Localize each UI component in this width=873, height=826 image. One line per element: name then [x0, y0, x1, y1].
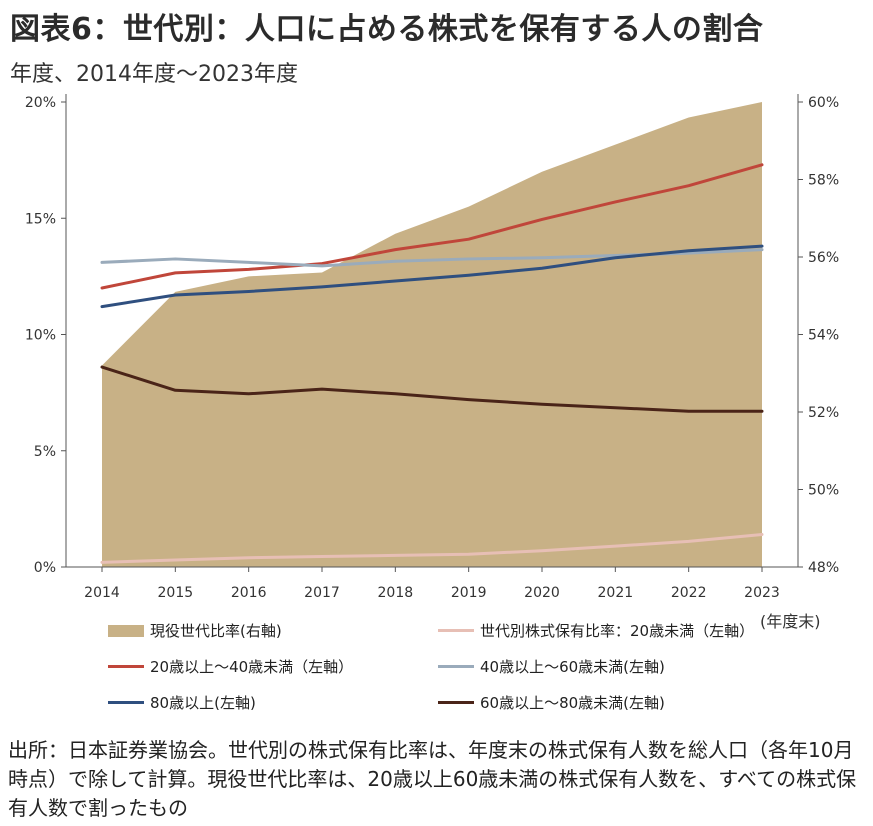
x-tick-label: 2018	[378, 585, 414, 601]
legend-item: 60歳以上～80歳未満(左軸)	[438, 692, 665, 713]
x-tick-label: 2015	[158, 585, 194, 601]
series-line-2	[100, 163, 764, 290]
legend-swatch	[438, 629, 474, 632]
left-tick-label: 15%	[25, 211, 56, 227]
legend-label: 80歳以上(左軸)	[150, 694, 256, 712]
source-note: 出所：日本証券業協会。世代別の株式保有比率は、年度末の株式保有人数を総人口（各年…	[8, 738, 857, 820]
x-tick-label: 2021	[598, 585, 634, 601]
legend-swatch	[438, 665, 474, 668]
legend-label: 20歳以上～40歳未満（左軸）	[150, 658, 354, 676]
legend-item: 40歳以上～60歳未満(左軸)	[438, 656, 665, 677]
right-tick-label: 58%	[808, 173, 839, 189]
x-tick-label: 2020	[524, 585, 560, 601]
right-tick-label: 54%	[808, 328, 839, 344]
right-tick-label: 60%	[808, 95, 839, 111]
left-tick-label: 10%	[25, 328, 56, 344]
x-tick-label: 2023	[744, 585, 780, 601]
x-tick-label: 2017	[304, 585, 340, 601]
legend-swatch	[438, 701, 474, 704]
legend-item: 現役世代比率(右軸)	[108, 620, 282, 641]
legend-item: 20歳以上～40歳未満（左軸）	[108, 656, 353, 677]
series-area-0	[102, 102, 762, 567]
chart-plot: 0% 5% 10% 15% 20% 48% 50% 52% 54% 56% 58% 60% 2014 20…	[25, 94, 839, 601]
legend-swatch	[108, 665, 144, 668]
x-tick-label: 2016	[231, 585, 267, 601]
series-line-4	[100, 244, 764, 309]
legend-swatch	[108, 624, 144, 637]
x-tick-label: 2019	[451, 585, 487, 601]
chart-title: 図表6：世代別：人口に占める株式を保有する人の割合	[10, 12, 764, 47]
x-axis-unit-label: (年度末)	[760, 612, 821, 631]
chart-subtitle: 年度、2014年度～2023年度	[10, 62, 298, 87]
legend-label: 40歳以上～60歳未満(左軸)	[480, 658, 665, 676]
right-tick-label: 52%	[808, 405, 839, 421]
legend-item: 80歳以上(左軸)	[108, 692, 256, 713]
series-line-5	[100, 365, 764, 413]
series-line-1	[100, 532, 764, 564]
legend-label: 世代別株式保有比率：20歳未満（左軸）	[480, 622, 755, 640]
left-tick-label: 20%	[25, 95, 56, 111]
x-tick-label: 2014	[84, 585, 120, 601]
legend-item: 世代別株式保有比率：20歳未満（左軸）	[438, 620, 754, 641]
right-tick-label: 48%	[808, 560, 839, 576]
legend-swatch	[108, 701, 144, 704]
legend-label: 60歳以上～80歳未満(左軸)	[480, 694, 665, 712]
x-tick-label: 2022	[671, 585, 707, 601]
legend-label: 現役世代比率(右軸)	[150, 622, 282, 640]
right-tick-label: 56%	[808, 250, 839, 266]
left-tick-label: 5%	[34, 444, 56, 460]
left-tick-label: 0%	[34, 560, 56, 576]
right-tick-label: 50%	[808, 483, 839, 499]
